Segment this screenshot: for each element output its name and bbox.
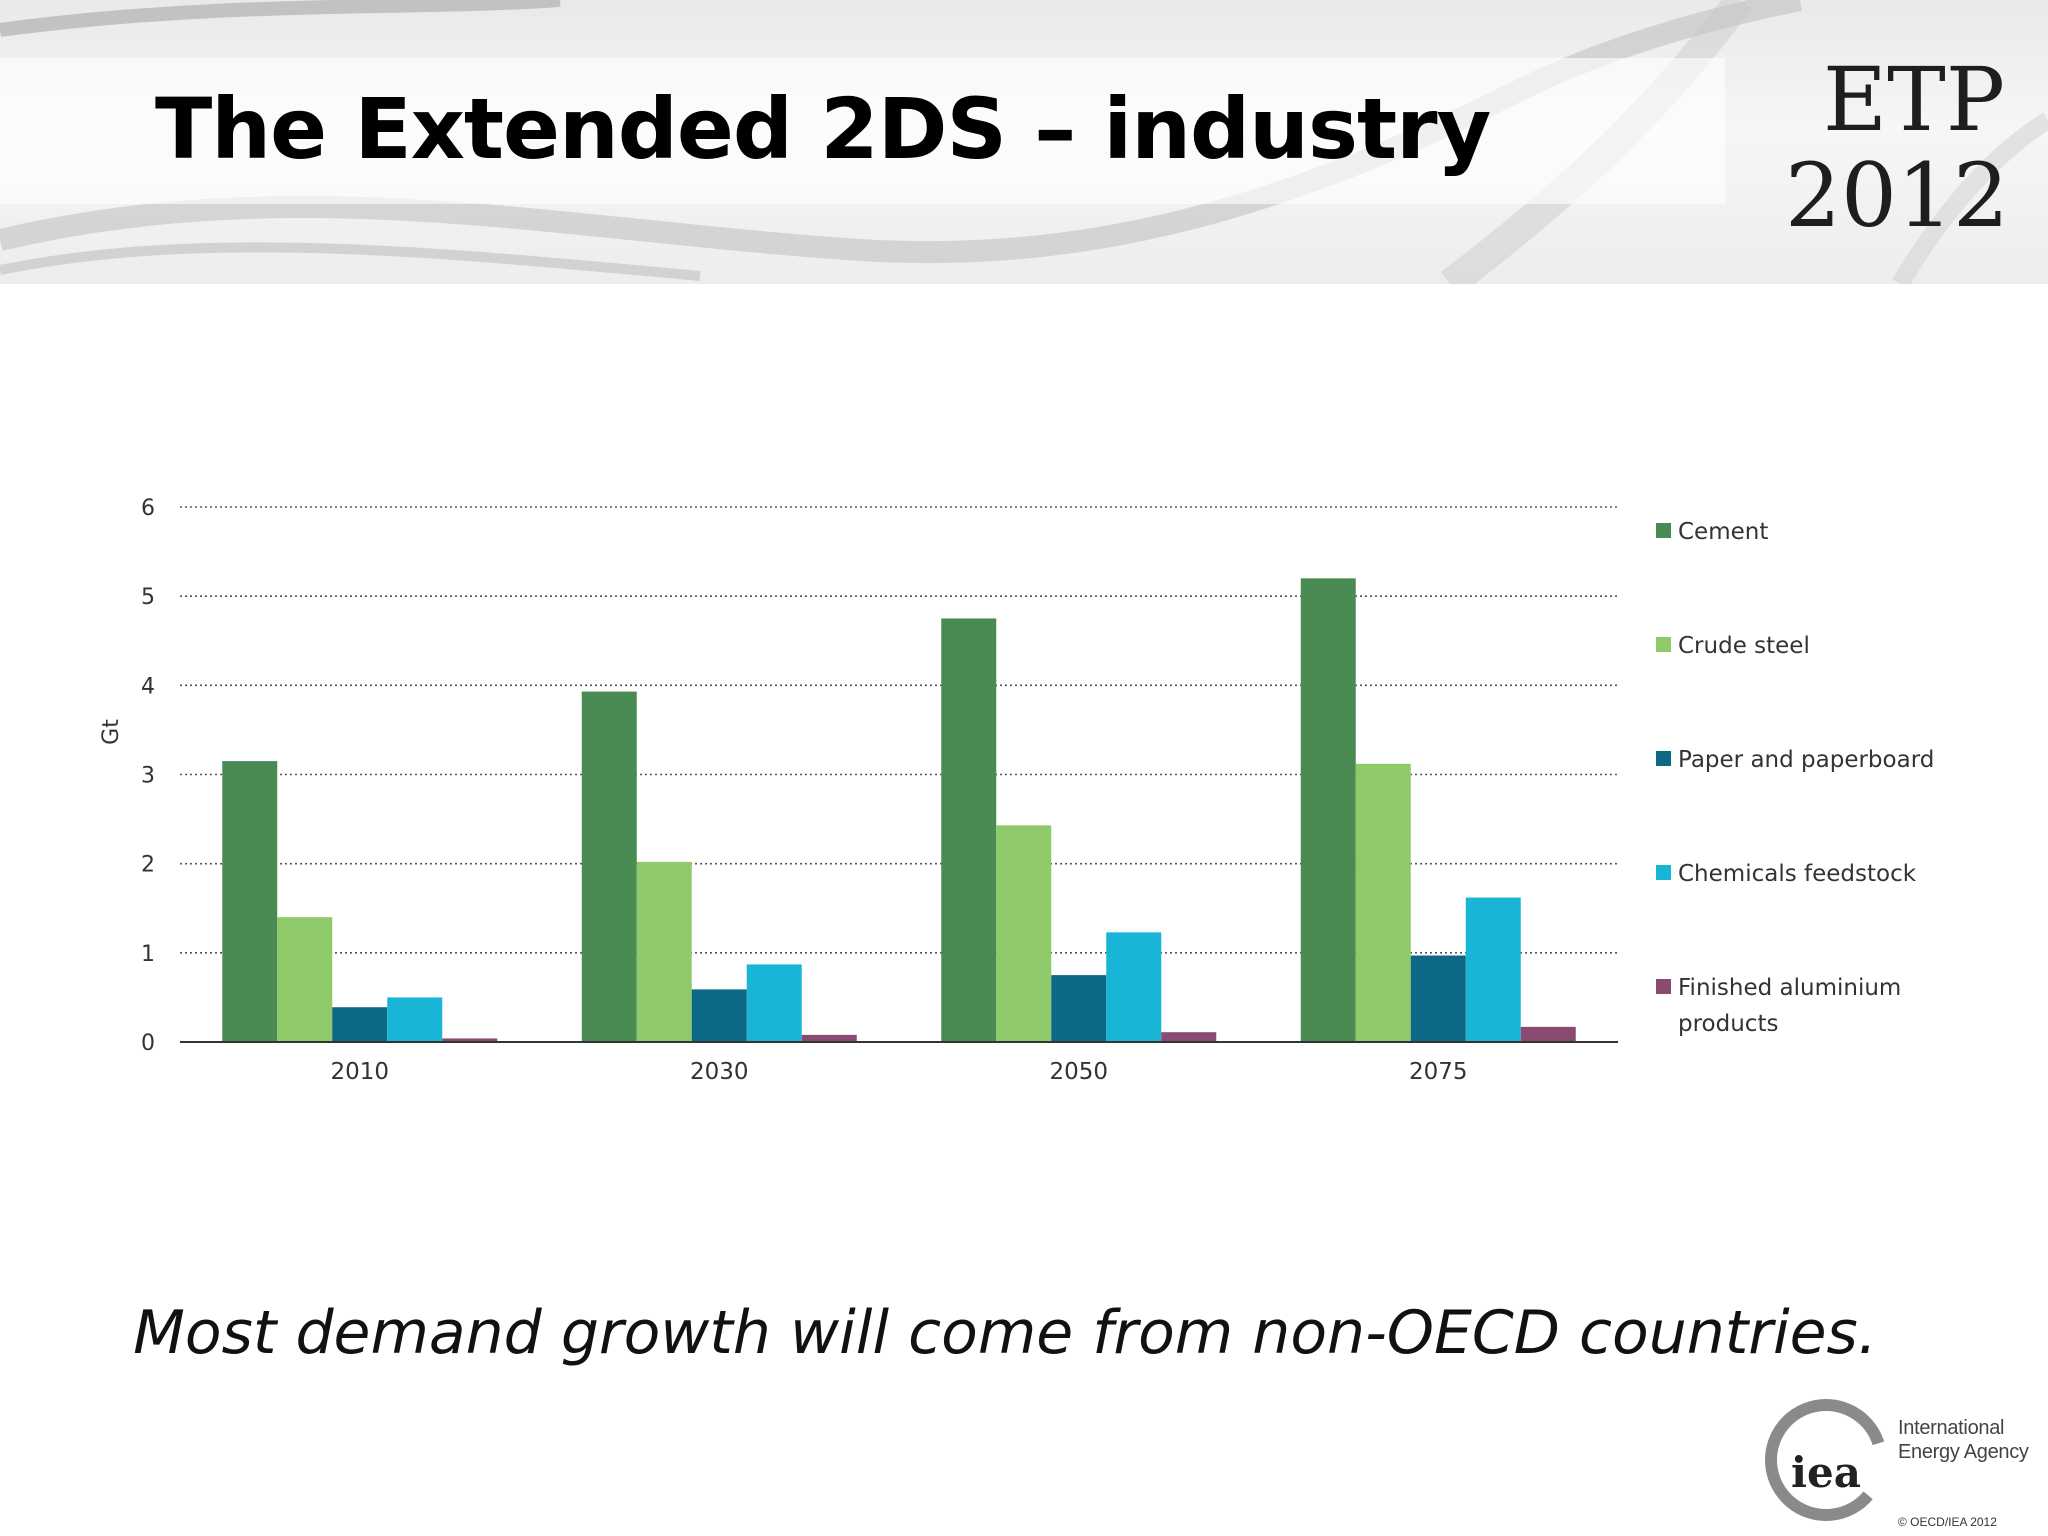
bar <box>1161 1032 1217 1042</box>
etp-logo: ETP 2012 <box>1785 48 2009 247</box>
iea-name: International Energy Agency <box>1898 1416 2029 1464</box>
x-tick-label: 2010 <box>330 1059 389 1085</box>
iea-logo: iea <box>1765 1399 1887 1521</box>
x-tick-label: 2050 <box>1049 1059 1108 1085</box>
y-tick-label: 5 <box>141 585 155 610</box>
bar <box>277 917 333 1042</box>
legend-label: Finished aluminium products <box>1678 975 1901 1037</box>
bar <box>387 997 443 1042</box>
bar <box>691 989 747 1042</box>
bar <box>746 964 802 1042</box>
bar <box>222 761 278 1042</box>
y-axis-ticks: 0 1 2 3 4 5 6 <box>141 496 155 1056</box>
bar <box>941 618 997 1042</box>
legend-swatch <box>1656 865 1671 880</box>
legend-swatch <box>1656 979 1671 994</box>
y-tick-label: 3 <box>141 764 155 789</box>
bar <box>801 1034 857 1042</box>
iea-name-line1: International <box>1898 1417 2005 1439</box>
legend-swatch <box>1656 751 1671 766</box>
bar <box>1410 955 1466 1042</box>
legend: Cement Crude steel Paper and paperboard Che… <box>1656 519 1934 1037</box>
legend-label: Cement <box>1678 519 1768 545</box>
x-tick-label: 2030 <box>690 1059 749 1085</box>
legend-label: Crude steel <box>1678 633 1810 659</box>
iea-logo-mark: iea <box>1791 1448 1861 1497</box>
bar <box>1051 975 1107 1042</box>
legend-label: Paper and paperboard <box>1678 747 1934 773</box>
header-banner: The Extended 2DS – industry ETP 2012 <box>0 0 2048 284</box>
legend-swatch <box>1656 523 1671 538</box>
slide-title: The Extended 2DS – industry <box>155 80 1491 178</box>
etp-logo-line1: ETP <box>1822 48 2005 151</box>
bar-chart: 0 1 2 3 4 5 6 Gt 2010 2030 2050 2075 Cement Crude … <box>99 496 1934 1085</box>
bar <box>1106 932 1162 1042</box>
bar <box>1520 1026 1576 1042</box>
bar <box>1355 763 1411 1042</box>
y-axis-label: Gt <box>99 719 124 745</box>
y-tick-label: 1 <box>141 942 155 967</box>
x-tick-label: 2075 <box>1409 1059 1468 1085</box>
bar <box>636 861 692 1042</box>
slide-caption: Most demand growth will come from non-OE… <box>133 1298 1877 1368</box>
etp-logo-line2: 2012 <box>1785 144 2009 247</box>
bar <box>442 1038 498 1042</box>
y-tick-label: 0 <box>141 1031 155 1056</box>
bar <box>581 691 637 1042</box>
copyright-notice: © OECD/IEA 2012 <box>1898 1515 1997 1529</box>
bars <box>222 578 1576 1042</box>
bar <box>1465 897 1521 1042</box>
y-tick-label: 2 <box>141 853 155 878</box>
y-tick-label: 4 <box>141 674 155 699</box>
bar <box>1300 578 1356 1042</box>
legend-swatch <box>1656 637 1671 652</box>
y-tick-label: 6 <box>141 496 155 521</box>
legend-label: Chemicals feedstock <box>1678 861 1917 887</box>
iea-name-line2: Energy Agency <box>1898 1441 2029 1463</box>
bar <box>332 1007 388 1042</box>
title-band <box>0 58 1725 204</box>
x-axis-ticks: 2010 2030 2050 2075 <box>330 1059 1467 1085</box>
bar <box>996 825 1052 1042</box>
